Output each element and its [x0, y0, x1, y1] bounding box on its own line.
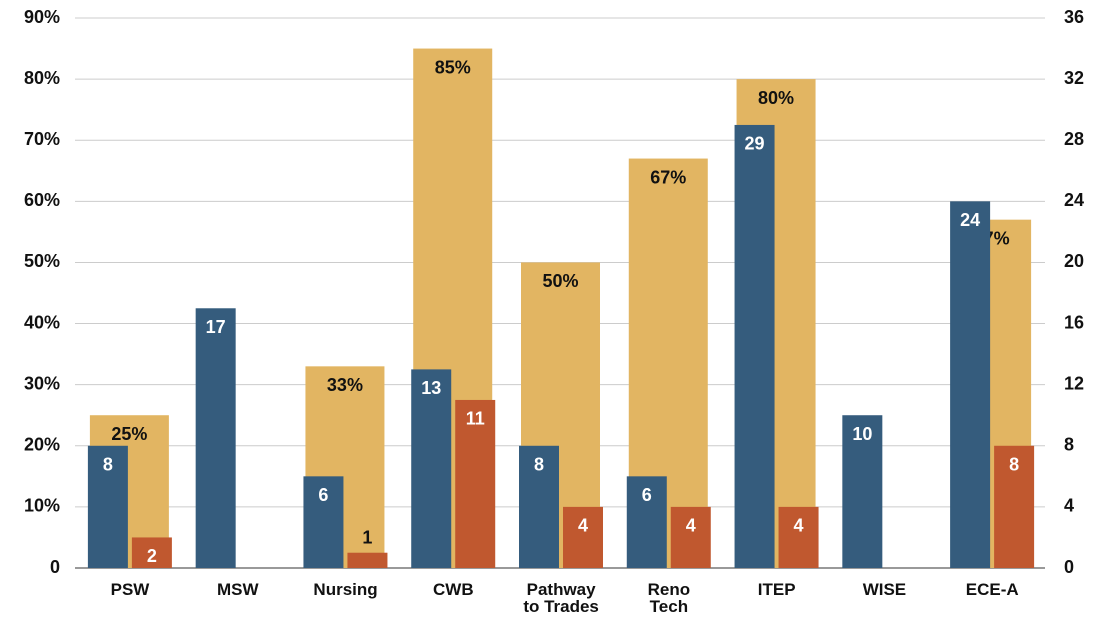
y-tick-label: 30%: [24, 373, 60, 393]
bar: [303, 476, 344, 568]
data-label: 80%: [758, 88, 794, 108]
bar: [626, 476, 667, 568]
bar: [950, 201, 991, 569]
x-tick-label: WISE: [862, 580, 907, 599]
y2-tick-label: 12: [1064, 373, 1084, 393]
bar: [994, 445, 1035, 568]
data-label: 24: [960, 210, 980, 230]
bar: [519, 445, 559, 568]
y2-tick-label: 28: [1064, 129, 1084, 149]
bar: [87, 445, 128, 568]
y-tick-label: 20%: [24, 435, 60, 455]
data-label: 33%: [327, 375, 363, 395]
data-label: 50%: [542, 271, 578, 291]
y-tick-label: 90%: [24, 7, 60, 27]
y-tick-label: 50%: [24, 251, 60, 271]
data-label: 11: [466, 409, 485, 429]
y2-tick-label: 20: [1064, 251, 1084, 271]
data-label: 29: [745, 134, 765, 154]
y2-tick-label: 32: [1064, 68, 1084, 88]
y-tick-label: 80%: [24, 68, 60, 88]
data-label: 85%: [435, 57, 471, 77]
x-tick-label: Pathway to Trades: [523, 580, 599, 616]
x-tick-label: MSW: [216, 580, 259, 599]
data-label: 25%: [111, 424, 147, 444]
y2-tick-label: 24: [1064, 190, 1084, 210]
data-label: 2: [147, 546, 157, 566]
y2-tick-label: 16: [1064, 312, 1084, 332]
x-tick-label: ECE-A: [965, 580, 1019, 599]
y-tick-label: 10%: [24, 496, 60, 516]
y-tick-label: 60%: [24, 190, 60, 210]
bar: [411, 369, 452, 568]
data-label: 1: [362, 527, 372, 547]
y2-tick-label: 4: [1064, 496, 1074, 516]
x-tick-label: CWB: [433, 580, 474, 599]
data-label: 8: [534, 455, 544, 475]
data-label: 8: [1009, 455, 1019, 475]
y2-tick-label: 0: [1064, 557, 1074, 577]
bar: [842, 415, 883, 568]
data-label: 10: [852, 424, 872, 444]
data-label: 17: [206, 317, 226, 337]
x-tick-label: Nursing: [313, 580, 378, 599]
bar: [563, 506, 603, 568]
y2-tick-label: 36: [1064, 7, 1084, 27]
y-tick-label: 40%: [24, 312, 60, 332]
bar: [131, 537, 172, 568]
y-tick-label: 70%: [24, 129, 60, 149]
y-tick-label: 0: [50, 557, 60, 577]
x-tick-label: PSW: [110, 580, 150, 599]
bar: [195, 308, 236, 568]
bar: [347, 552, 388, 568]
y2-tick-label: 8: [1064, 435, 1074, 455]
data-label: 4: [686, 516, 696, 536]
bar: [778, 506, 819, 568]
data-label: 6: [642, 485, 652, 505]
bar: [670, 506, 711, 568]
x-tick-label: Reno Tech: [647, 580, 691, 616]
data-label: 4: [794, 516, 804, 536]
data-label: 13: [421, 378, 441, 398]
data-label: 67%: [650, 167, 686, 187]
bar: [455, 399, 496, 568]
data-label: 4: [578, 516, 588, 536]
x-tick-label: ITEP: [757, 580, 796, 599]
data-label: 8: [103, 455, 113, 475]
bar: [734, 124, 775, 568]
data-label: 6: [318, 485, 328, 505]
